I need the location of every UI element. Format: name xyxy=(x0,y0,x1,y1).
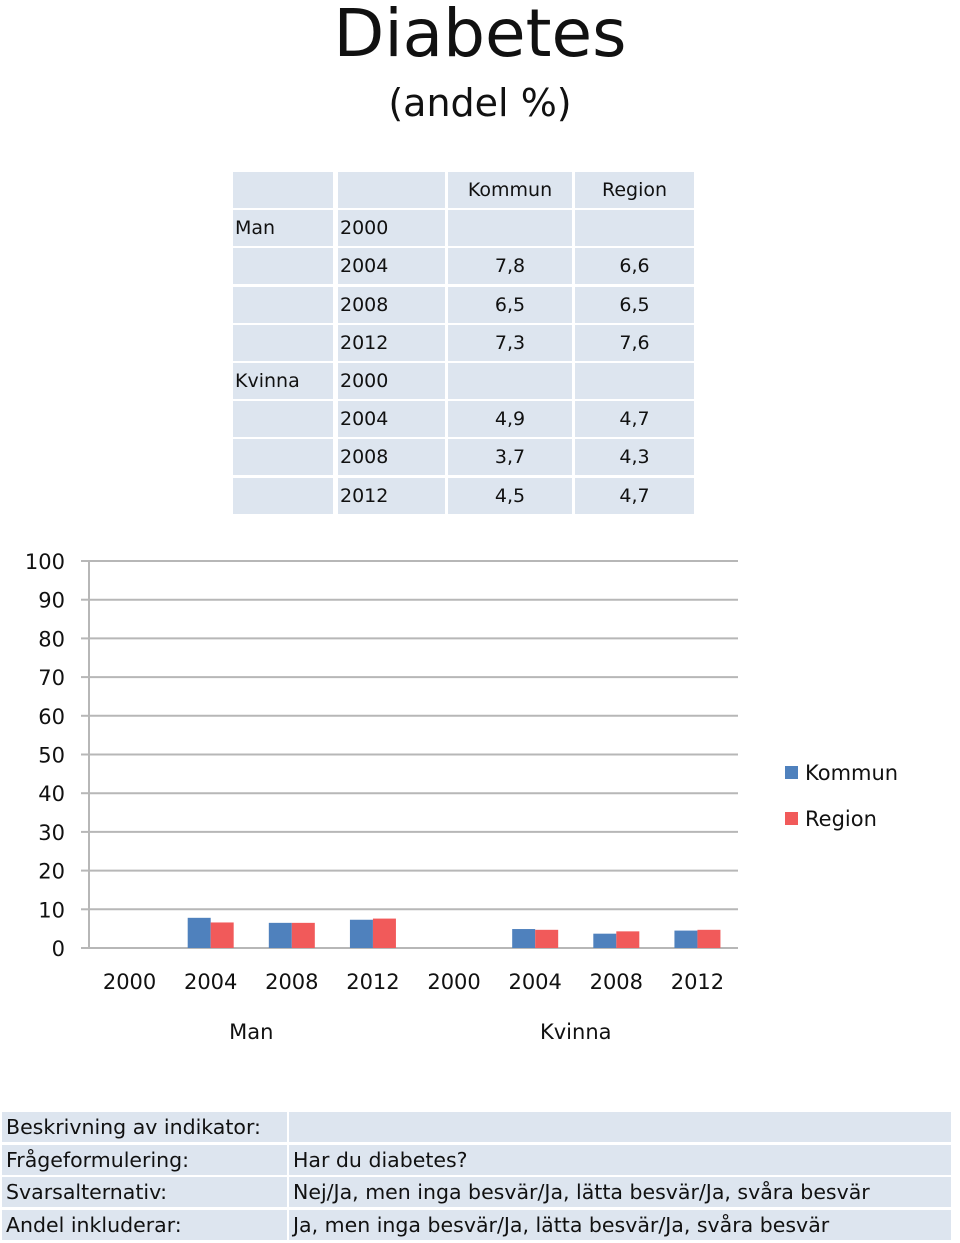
x-tick-label: 2012 xyxy=(346,970,399,994)
y-tick-label: 70 xyxy=(38,666,65,690)
table-kommun-cell: 4,5 xyxy=(448,477,572,514)
table-kommun-cell: 7,8 xyxy=(448,248,572,285)
bar-region xyxy=(210,922,234,948)
table-cell xyxy=(233,324,333,361)
x-tick-label: 2000 xyxy=(427,970,480,994)
legend-swatch xyxy=(785,766,798,779)
legend-label: Region xyxy=(805,807,877,831)
table-kommun-cell: 7,3 xyxy=(448,324,572,361)
table-region-cell: 6,5 xyxy=(575,286,694,323)
page-title: Diabetes xyxy=(333,0,627,72)
y-tick-label: 100 xyxy=(25,550,65,574)
table-kommun-cell xyxy=(448,363,572,399)
table-region-cell: 4,7 xyxy=(575,477,694,514)
bar-kommun xyxy=(187,917,211,948)
x-tick-label: 2004 xyxy=(508,970,561,994)
bar-region xyxy=(291,922,315,948)
y-tick-label: 60 xyxy=(38,705,65,729)
info-label: Andel inkluderar: xyxy=(2,1209,287,1240)
table-region-cell: 4,3 xyxy=(575,439,694,476)
legend-label: Kommun xyxy=(805,761,899,785)
bar-kommun xyxy=(593,933,617,948)
bar-region xyxy=(616,931,640,948)
y-tick-label: 50 xyxy=(38,744,65,768)
table-region-cell: 4,7 xyxy=(575,401,694,438)
bar-kommun xyxy=(349,919,373,948)
table-year-cell: 2004 xyxy=(338,401,445,438)
x-tick-label: 2008 xyxy=(265,970,318,994)
bar-kommun xyxy=(268,922,292,948)
bar-chart: 0 10 20 30 40 50 60 70 80 90 100 2000 2004 2008 2012 20… xyxy=(25,550,738,1044)
table-cell xyxy=(233,401,333,438)
table-year-cell: 2008 xyxy=(338,439,445,476)
table-kommun-cell: 6,5 xyxy=(448,286,572,323)
table-region-cell xyxy=(575,210,694,247)
table-year-cell: 2004 xyxy=(338,248,445,285)
table-header-cell: Kommun xyxy=(448,172,572,208)
info-label: Frågeformulering: xyxy=(2,1144,287,1175)
table-year-cell: 2000 xyxy=(338,210,445,247)
table-cell xyxy=(233,248,333,285)
info-label: Svarsalternativ: xyxy=(2,1177,287,1207)
bar-region xyxy=(697,929,721,948)
table-cell xyxy=(233,439,333,476)
y-tick-label: 30 xyxy=(38,821,65,845)
y-tick-label: 40 xyxy=(38,782,65,806)
info-value: Nej/Ja, men inga besvär/Ja, lätta besvär… xyxy=(289,1177,951,1207)
table-cell xyxy=(233,477,333,514)
table-region-cell: 7,6 xyxy=(575,324,694,361)
table-kommun-cell: 3,7 xyxy=(448,439,572,476)
info-value: Har du diabetes? xyxy=(289,1144,951,1175)
table-kommun-cell xyxy=(448,210,572,247)
bar-region xyxy=(535,929,559,948)
table-cell xyxy=(233,286,333,323)
table-header-cell: Region xyxy=(575,172,694,208)
y-tick-label: 90 xyxy=(38,589,65,613)
table-year-cell: 2008 xyxy=(338,286,445,323)
x-tick-label: 2000 xyxy=(103,970,156,994)
y-tick-label: 0 xyxy=(52,937,65,961)
x-tick-label: 2004 xyxy=(184,970,237,994)
table-header-blank xyxy=(338,172,445,208)
page-subtitle: (andel %) xyxy=(388,81,572,125)
table-group-label: Kvinna xyxy=(233,363,333,399)
info-label: Beskrivning av indikator: xyxy=(2,1112,287,1142)
x-group-label: Kvinna xyxy=(540,1020,612,1044)
bar-region xyxy=(372,918,396,948)
x-group-label: Man xyxy=(229,1020,273,1044)
legend-swatch xyxy=(785,812,798,825)
table-header-blank xyxy=(233,172,333,208)
y-tick-label: 10 xyxy=(38,898,65,922)
x-tick-label: 2008 xyxy=(590,970,643,994)
y-tick-label: 20 xyxy=(38,860,65,884)
info-value xyxy=(289,1112,951,1142)
table-region-cell: 6,6 xyxy=(575,248,694,285)
bar-kommun xyxy=(512,929,536,948)
info-value: Ja, men inga besvär/Ja, lätta besvär/Ja,… xyxy=(289,1209,951,1240)
table-year-cell: 2012 xyxy=(338,324,445,361)
x-tick-label: 2012 xyxy=(671,970,724,994)
table-year-cell: 2012 xyxy=(338,477,445,514)
table-region-cell xyxy=(575,363,694,399)
table-year-cell: 2000 xyxy=(338,363,445,399)
y-tick-label: 80 xyxy=(38,627,65,651)
table-group-label: Man xyxy=(233,210,333,247)
bar-kommun xyxy=(674,930,698,948)
table-kommun-cell: 4,9 xyxy=(448,401,572,438)
